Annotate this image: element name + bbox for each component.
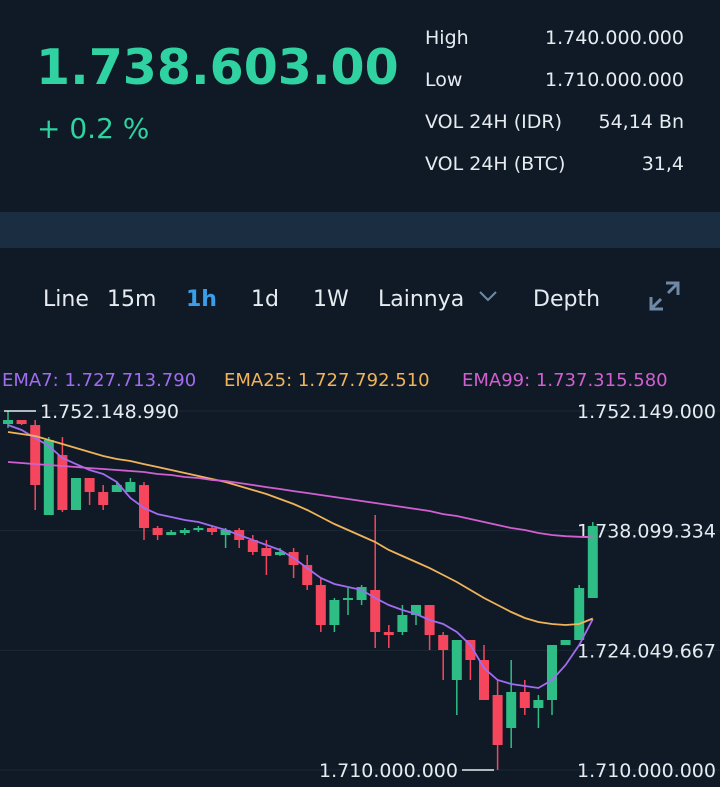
candle-body <box>315 585 326 626</box>
candle-body <box>587 526 598 599</box>
stat-value: 54,14 Bn <box>598 111 684 133</box>
candle-body <box>370 590 381 633</box>
candle-body <box>30 425 41 486</box>
tab[interactable]: Lainnya <box>378 287 464 312</box>
last-price: 1.738.603.00 <box>36 39 399 96</box>
candle-body <box>220 530 231 536</box>
candle-body <box>275 552 285 556</box>
stat-label: VOL 24H (IDR) <box>425 111 562 133</box>
candle-body <box>207 528 217 533</box>
candle-body <box>43 440 54 516</box>
stat-value: 1.710.000.000 <box>545 69 684 91</box>
tab[interactable]: Line <box>43 287 89 312</box>
candle-body <box>261 548 272 557</box>
candle-body <box>519 692 530 709</box>
candle-body <box>547 645 557 701</box>
candle-body <box>16 420 27 425</box>
stat-value: 31,4 <box>642 153 684 175</box>
candle-body <box>166 532 177 536</box>
tab[interactable]: 1h <box>186 287 217 312</box>
annotation-label: 1.710.000.000 <box>319 760 458 782</box>
tab[interactable]: 15m <box>107 287 156 312</box>
candle-body <box>84 478 95 493</box>
expand-arrow <box>666 281 680 295</box>
candle-body <box>3 420 13 425</box>
ema-line <box>7 431 594 626</box>
y-tick-label: 1.738.099.334 <box>577 521 716 543</box>
candle-body <box>139 485 149 529</box>
candle-body <box>247 540 258 553</box>
candle-body <box>302 565 313 586</box>
candle-body <box>329 600 340 626</box>
candle-body <box>465 640 476 661</box>
ema-line <box>7 461 593 539</box>
candle-body <box>438 635 449 651</box>
candle-body <box>343 598 353 601</box>
annotation-label: 1.752.148.990 <box>40 401 179 423</box>
candle-body <box>179 530 190 534</box>
y-tick-label: 1.752.149.000 <box>577 401 716 423</box>
candle-body <box>98 492 109 506</box>
candle-body <box>383 632 394 636</box>
candle-body <box>506 692 517 729</box>
candle-body <box>193 528 204 531</box>
tab[interactable]: Depth <box>533 287 600 312</box>
price-change: + 0.2 % <box>37 112 149 145</box>
legend: EMA7: 1.727.713.790 EMA25: 1.727.792.510 E… <box>2 370 668 391</box>
candle-body <box>451 640 462 681</box>
separator-band <box>0 212 720 248</box>
candle-body <box>125 482 136 493</box>
candle-body <box>57 455 68 511</box>
candle-body <box>479 660 489 701</box>
stat-label: High <box>425 27 469 49</box>
tabs: Line 15m 1h 1d 1W Lainnya Depth <box>43 287 600 312</box>
candle-body <box>152 528 163 536</box>
stat-label: Low <box>425 69 462 91</box>
legend-entry: EMA25: 1.727.792.510 <box>224 370 430 391</box>
candle-body <box>492 695 503 746</box>
candle-body <box>411 605 421 616</box>
candle-body <box>71 478 81 511</box>
stat-value: 1.740.000.000 <box>545 27 684 49</box>
candle-body <box>574 588 585 641</box>
dropdown-chevron <box>479 291 497 302</box>
stats: High 1.740.000.000 Low 1.710.000.000 VOL 24H… <box>425 27 684 175</box>
expand-icon[interactable] <box>649 281 680 311</box>
stat-label: VOL 24H (BTC) <box>425 153 565 175</box>
candle-body <box>560 640 571 646</box>
ema-line <box>7 424 594 689</box>
tab[interactable]: 1d <box>251 287 279 312</box>
tab[interactable]: 1W <box>313 287 349 312</box>
y-tick-label: 1.724.049.667 <box>577 640 716 662</box>
candle-body <box>111 485 122 493</box>
expand-arrow <box>649 297 663 311</box>
candle-body <box>356 587 367 601</box>
legend-entry: EMA7: 1.727.713.790 <box>2 370 196 391</box>
candle-body <box>397 615 408 633</box>
candle-body <box>533 700 544 709</box>
y-tick-label: 1.710.000.000 <box>577 760 716 782</box>
legend-entry: EMA99: 1.737.315.580 <box>462 370 668 391</box>
plot-area: 1.752.149.000 1.738.099.334 1.724.049.667 1… <box>0 401 720 782</box>
